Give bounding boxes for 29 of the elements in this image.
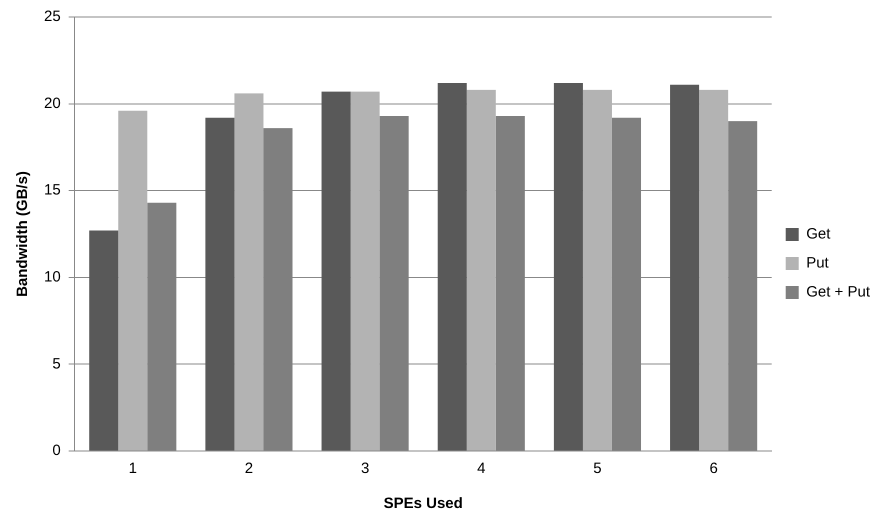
x-tick-label: 2 xyxy=(244,460,254,478)
legend-label: Get + Put xyxy=(806,284,871,301)
bar xyxy=(118,110,148,450)
x-tick-label: 6 xyxy=(709,460,718,478)
bar xyxy=(205,118,234,450)
y-tick-label: 5 xyxy=(52,355,61,372)
bar xyxy=(670,84,700,450)
bar xyxy=(554,82,583,450)
y-axis-title: Bandwidth (GB/s) xyxy=(14,171,32,297)
bar xyxy=(582,90,612,450)
bar xyxy=(350,92,380,450)
y-tick-label: 20 xyxy=(44,94,61,112)
bar xyxy=(322,92,351,450)
x-tick-label: 5 xyxy=(593,460,602,478)
y-tick-label: 10 xyxy=(44,268,61,286)
bar xyxy=(438,82,467,450)
bar xyxy=(89,230,118,450)
bar xyxy=(466,90,496,450)
y-tick-label: 15 xyxy=(44,182,61,199)
y-tick-label: 0 xyxy=(52,442,61,460)
x-tick-label: 1 xyxy=(128,460,137,478)
x-tick-label: 4 xyxy=(477,460,486,478)
y-tick-label: 25 xyxy=(44,8,61,26)
legend-label: Get xyxy=(806,226,832,243)
x-tick-label: 3 xyxy=(360,460,370,478)
bar xyxy=(699,90,728,450)
bar xyxy=(234,93,264,450)
x-axis-title: SPEs Used xyxy=(384,495,463,512)
legend-label: Put xyxy=(806,254,830,272)
